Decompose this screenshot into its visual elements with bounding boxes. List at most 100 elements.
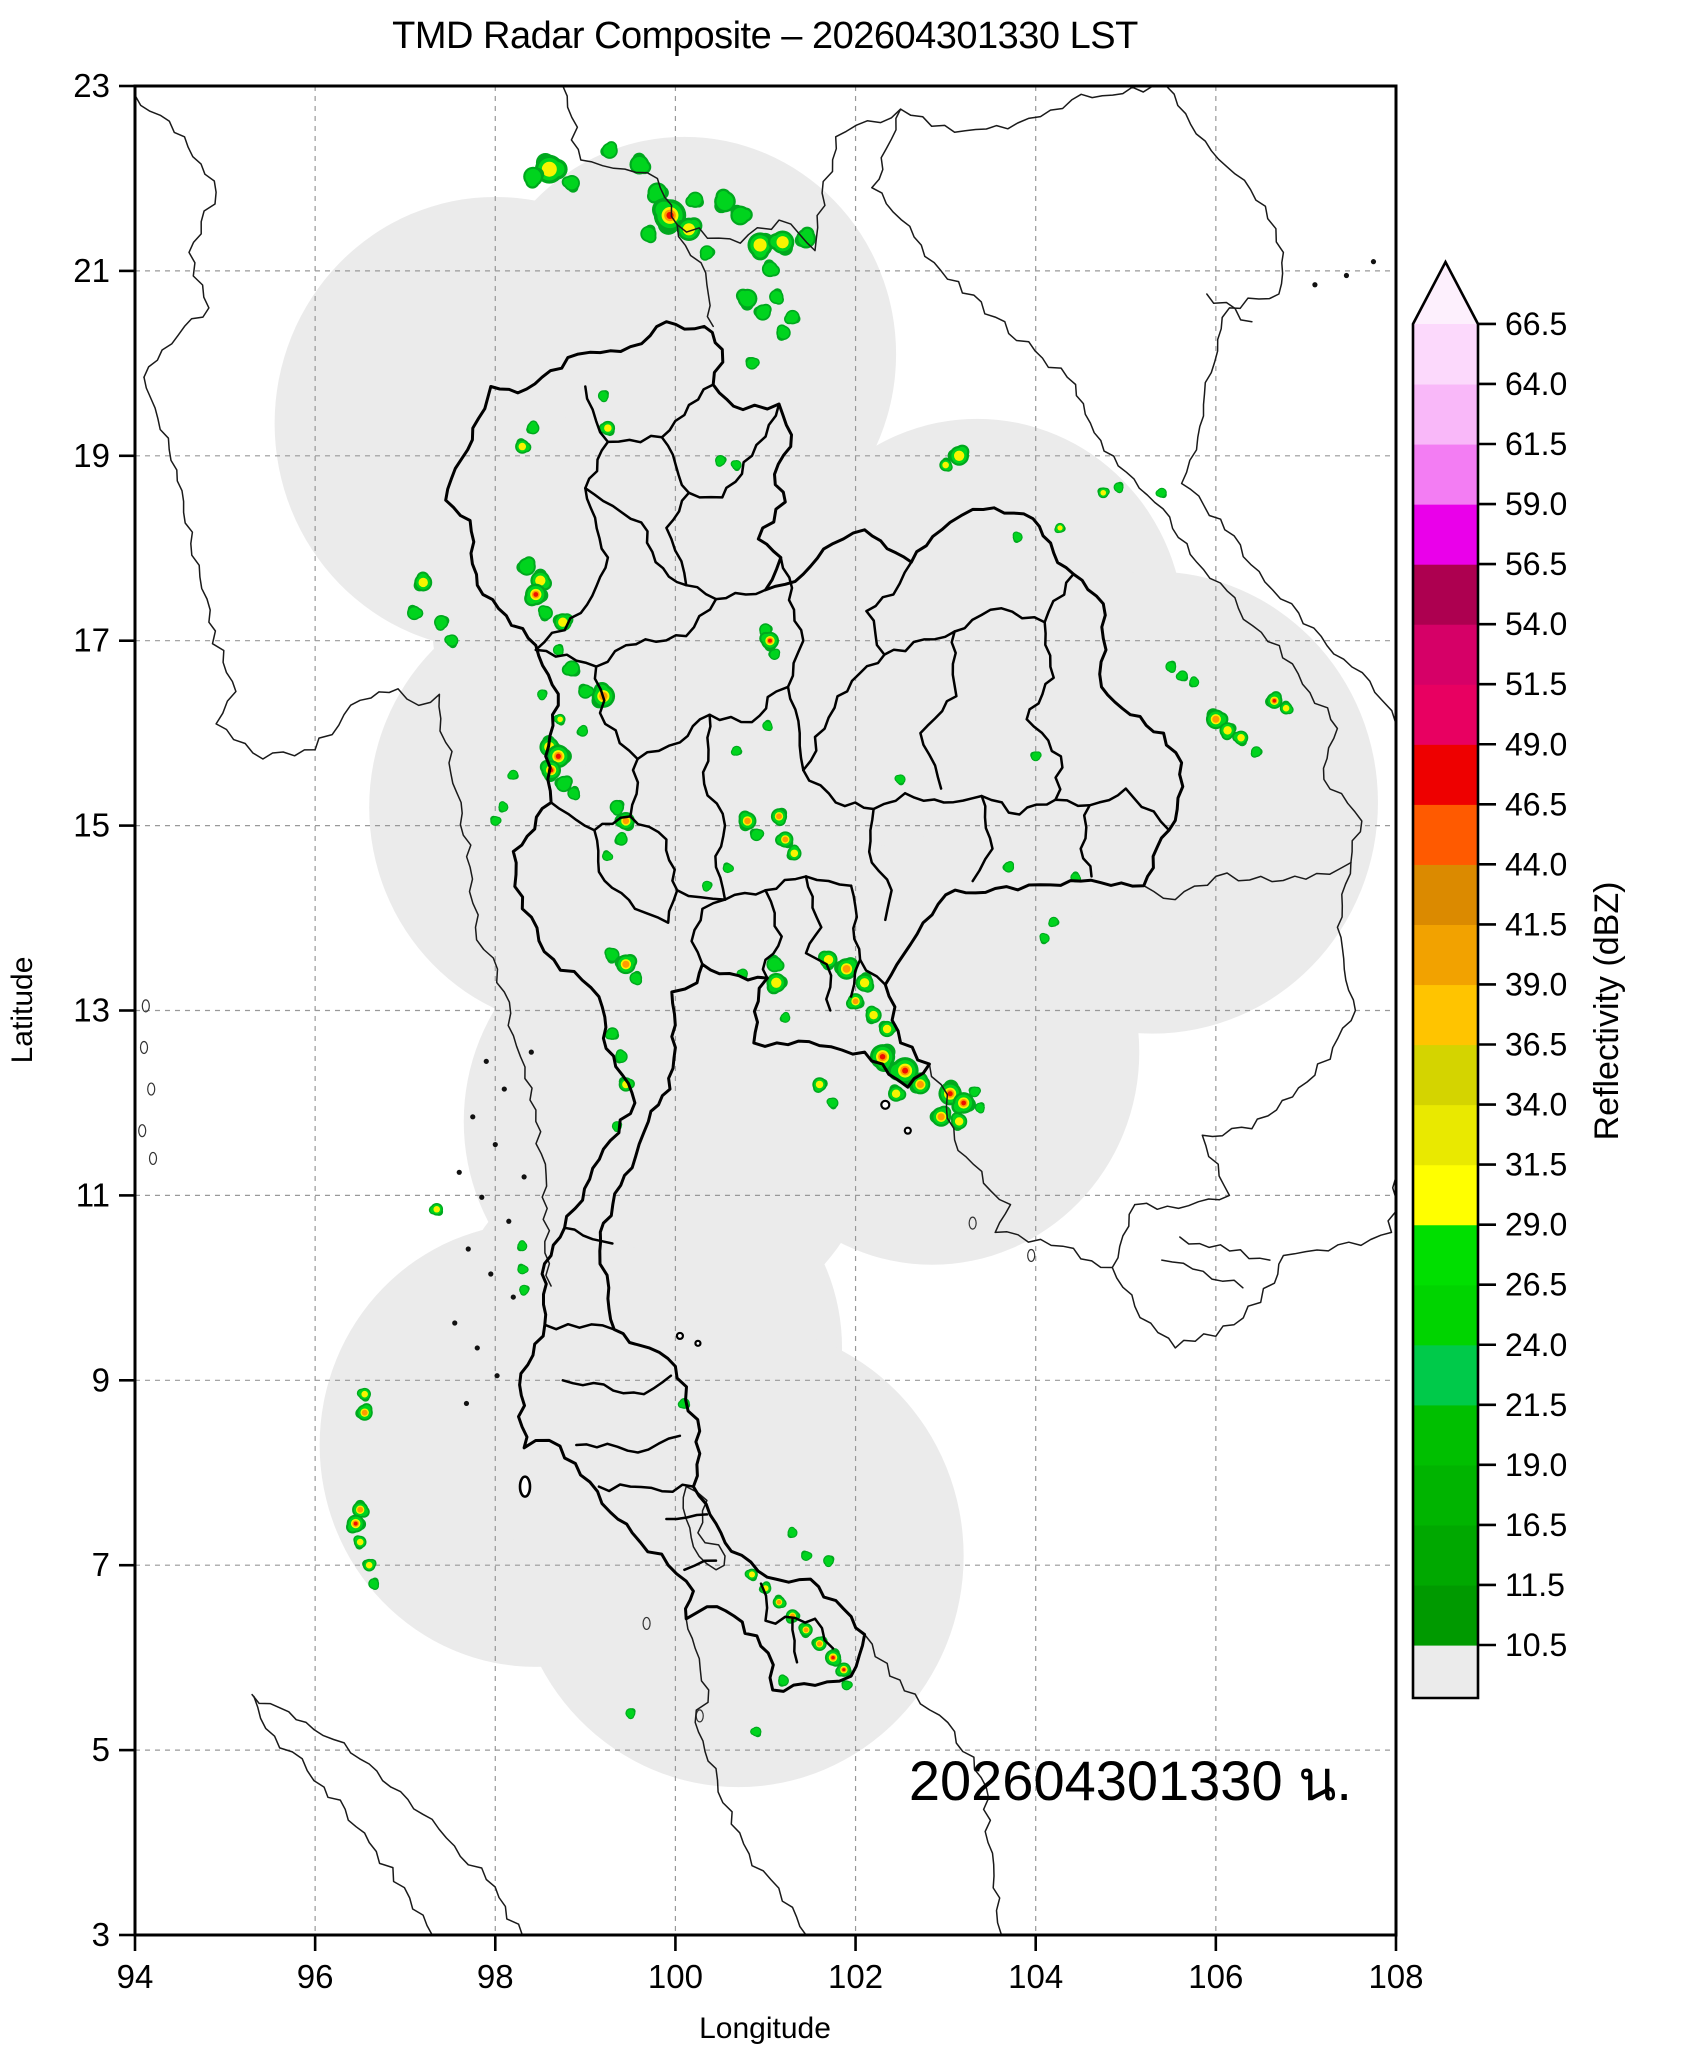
island-speck bbox=[510, 1294, 516, 1300]
echo-blob bbox=[1250, 746, 1263, 758]
country-border bbox=[871, 108, 1363, 864]
echo-blob bbox=[701, 880, 713, 892]
echo-blob bbox=[772, 1594, 787, 1609]
echo-blob bbox=[841, 1680, 853, 1691]
colorbar-segment bbox=[1413, 1104, 1478, 1166]
x-tick-label: 102 bbox=[828, 1958, 883, 1995]
echo-blob bbox=[783, 309, 801, 325]
echo-blob bbox=[524, 583, 549, 607]
echo-blob bbox=[968, 1086, 982, 1098]
echo-blob bbox=[552, 643, 564, 657]
colorbar-segment bbox=[1413, 383, 1478, 445]
echo-blob bbox=[759, 631, 780, 652]
country-border bbox=[685, 1618, 807, 1935]
echo-blob bbox=[640, 224, 657, 244]
colorbar-segment bbox=[1413, 864, 1478, 925]
echo-blob bbox=[834, 957, 859, 980]
echo-blob bbox=[428, 1202, 444, 1216]
province-border bbox=[683, 1559, 718, 1572]
radar-coverage-circle bbox=[513, 1324, 964, 1788]
province-border bbox=[883, 572, 1075, 656]
echo-blob bbox=[444, 634, 459, 649]
province-border bbox=[534, 385, 610, 652]
echo-blob bbox=[951, 1092, 976, 1115]
echo-blob bbox=[762, 719, 773, 732]
province-border bbox=[802, 768, 1171, 832]
echo-blob bbox=[1265, 691, 1283, 709]
echo-blob bbox=[766, 954, 785, 973]
page-title: TMD Radar Composite – 202604301330 LST bbox=[392, 15, 1138, 57]
country-border bbox=[1206, 293, 1253, 323]
province-border bbox=[813, 1617, 835, 1650]
island-outline bbox=[139, 1040, 149, 1055]
echo-blob bbox=[1054, 522, 1066, 534]
echo-blob bbox=[855, 972, 875, 993]
province-border bbox=[779, 556, 805, 772]
echo-blob bbox=[887, 1084, 907, 1102]
colorbar-segment bbox=[1413, 744, 1478, 805]
country-border bbox=[562, 86, 1154, 252]
echo-blob bbox=[413, 571, 433, 592]
y-tick-label: 7 bbox=[92, 1546, 110, 1583]
island-outline bbox=[968, 1216, 977, 1230]
echo-blob bbox=[776, 324, 791, 341]
y-tick-label: 21 bbox=[73, 252, 110, 289]
echo-blob bbox=[629, 152, 652, 175]
province-border bbox=[660, 436, 767, 601]
colorbar-tick-label: 54.0 bbox=[1505, 606, 1567, 642]
echo-blob bbox=[553, 713, 566, 726]
echo-blob bbox=[722, 862, 734, 874]
province-border bbox=[606, 383, 715, 444]
province-border bbox=[761, 889, 783, 980]
echo-blob bbox=[730, 745, 743, 756]
echo-blob bbox=[1205, 708, 1229, 730]
colorbar-segment bbox=[1413, 804, 1478, 865]
echo-blob bbox=[601, 850, 614, 862]
province-border bbox=[701, 713, 727, 901]
echo-blob bbox=[768, 648, 781, 660]
echo-blob bbox=[685, 191, 704, 208]
colorbar-segment bbox=[1413, 564, 1478, 625]
colorbar-tick-label: 56.5 bbox=[1505, 546, 1567, 582]
colorbar-tick-label: 41.5 bbox=[1505, 906, 1567, 942]
echo-blob bbox=[947, 444, 970, 466]
echo-blob bbox=[787, 1526, 798, 1539]
province-border bbox=[690, 898, 727, 966]
echo-blob bbox=[1012, 531, 1023, 543]
province-border bbox=[584, 486, 688, 587]
colorbar-segment bbox=[1413, 1224, 1478, 1286]
echo-blob bbox=[715, 455, 727, 467]
island-outline bbox=[141, 999, 150, 1013]
province-border bbox=[804, 875, 833, 1012]
country-border bbox=[135, 94, 217, 378]
province-border bbox=[593, 828, 679, 924]
echo-blob bbox=[554, 775, 573, 793]
echo-blob bbox=[835, 1662, 852, 1677]
radar-echoes bbox=[345, 141, 1294, 1738]
echo-blob bbox=[614, 831, 628, 846]
echo-blob bbox=[1002, 860, 1015, 873]
province-border bbox=[849, 884, 862, 998]
echo-blob bbox=[826, 1097, 839, 1110]
echo-blob bbox=[798, 1622, 813, 1639]
province-border bbox=[791, 1617, 799, 1664]
echo-blob bbox=[597, 390, 609, 403]
echo-blob bbox=[576, 724, 589, 737]
echo-blob bbox=[353, 1535, 367, 1550]
echo-blob bbox=[745, 356, 760, 370]
country-border bbox=[143, 376, 552, 1287]
echo-blob bbox=[355, 1403, 373, 1421]
colorbar-tick-label: 31.5 bbox=[1505, 1147, 1567, 1183]
island-speck bbox=[470, 1114, 476, 1120]
echo-blob bbox=[356, 1387, 371, 1402]
island-speck bbox=[501, 1086, 507, 1092]
echo-blob bbox=[775, 831, 794, 849]
echo-blob bbox=[490, 815, 502, 826]
island-speck bbox=[474, 1345, 480, 1351]
thailand-outline bbox=[444, 320, 1185, 1693]
echo-blob bbox=[801, 1550, 813, 1561]
province-border bbox=[665, 1513, 709, 1521]
timestamp-annotation: 202604301330 น. bbox=[909, 1749, 1352, 1812]
echo-blob bbox=[950, 1112, 968, 1131]
